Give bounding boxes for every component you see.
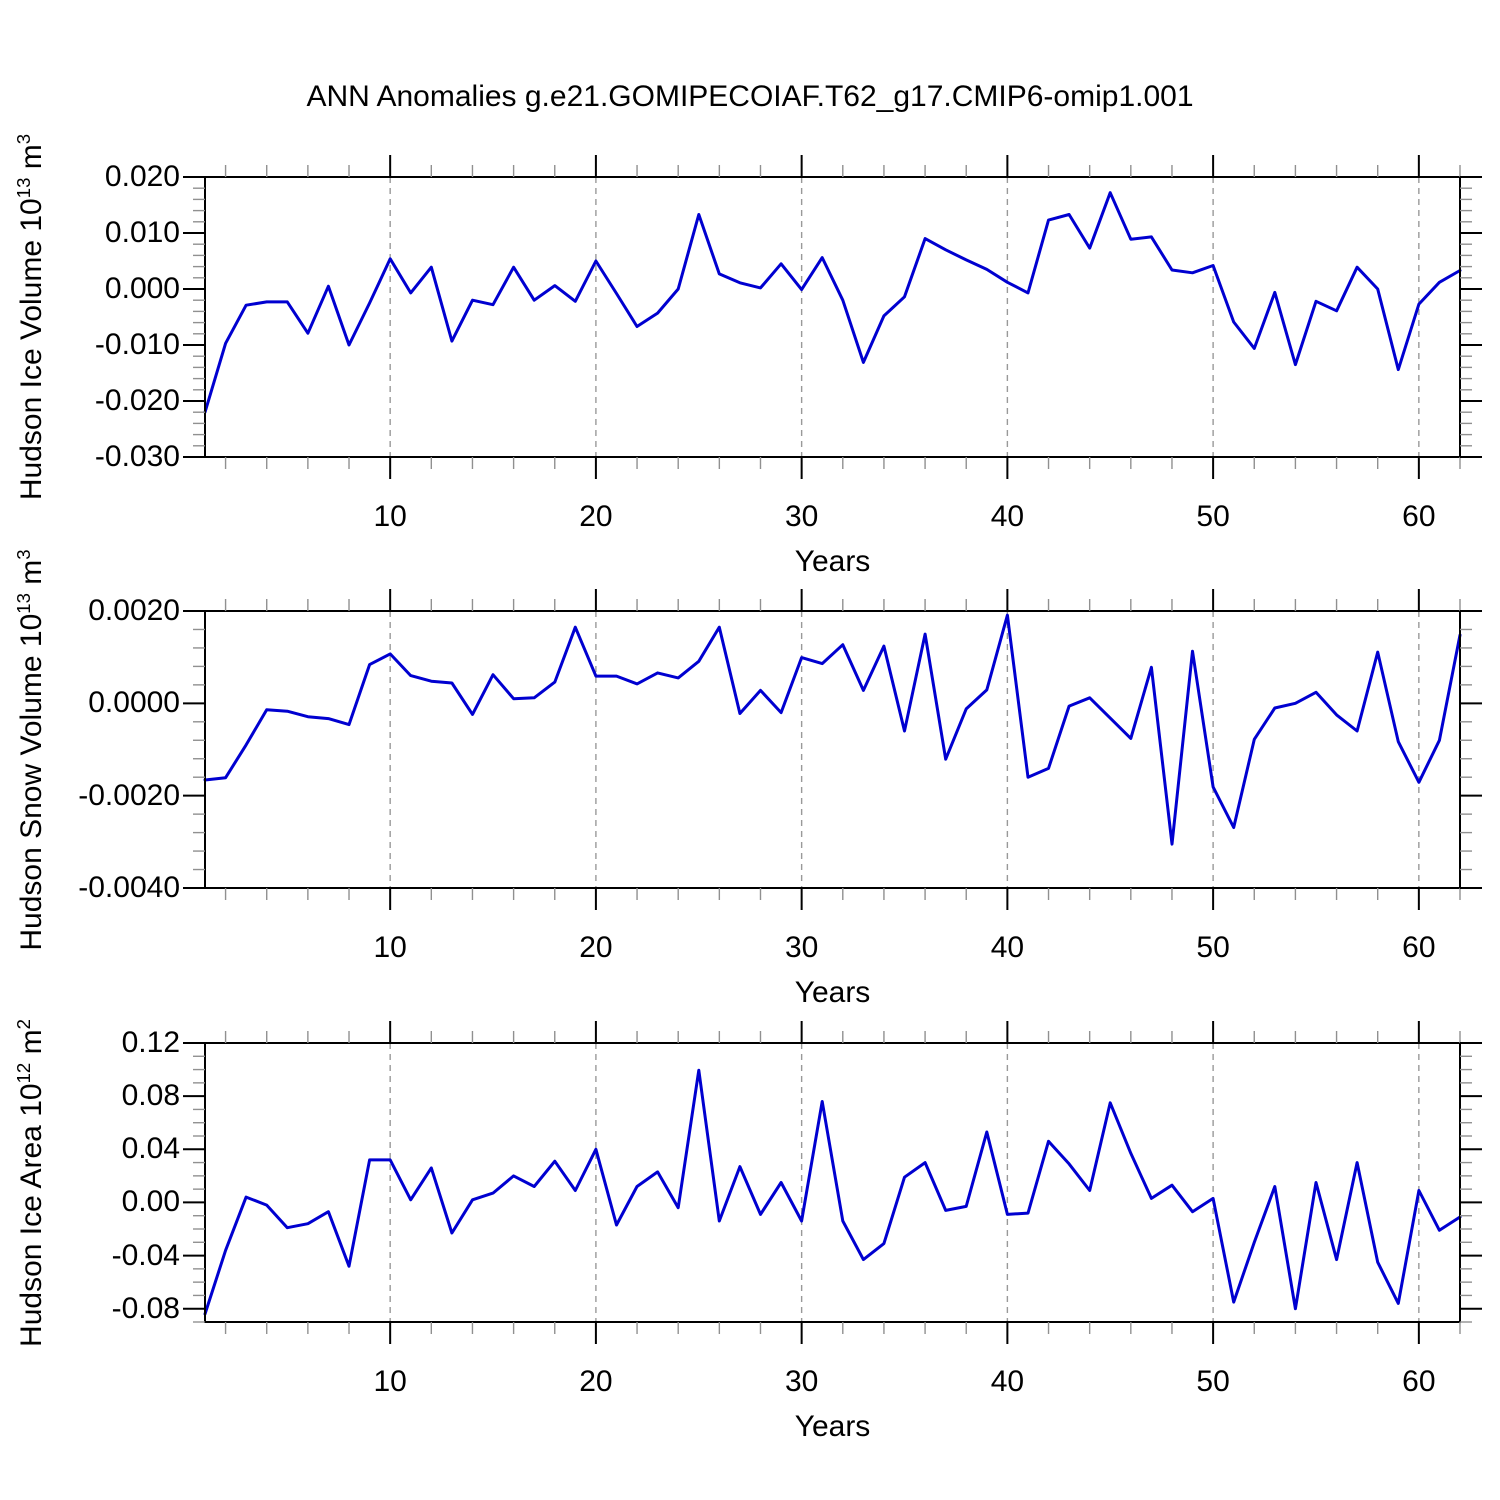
x-tick-label: 10	[373, 500, 407, 533]
plot-frame-hudson-snow-volume	[204, 610, 1461, 889]
y-axis-title-exponent: 12	[13, 1062, 34, 1083]
x-tick-label: 60	[1402, 931, 1436, 964]
x-axis-title: Years	[794, 545, 871, 578]
y-tick-label: -0.0020	[78, 778, 180, 812]
x-tick-label: 60	[1402, 500, 1436, 533]
y-tick-label: -0.010	[94, 328, 180, 361]
x-tick-label: 50	[1196, 1365, 1230, 1398]
y-tick-label: 0.020	[104, 160, 180, 193]
x-tick-label: 20	[579, 500, 613, 533]
y-tick-label: 0.010	[104, 216, 180, 249]
y-axis-title-exponent: 13	[13, 592, 34, 614]
plot-frame-hudson-ice-volume	[204, 176, 1461, 458]
y-tick-label: -0.04	[111, 1238, 180, 1272]
y-tick-label: 0.0000	[88, 686, 180, 720]
y-tick-label: -0.08	[111, 1291, 180, 1325]
x-tick-label: 40	[990, 931, 1025, 964]
series-line-hudson-ice-volume	[203, 191, 1462, 414]
y-tick-label: 0.00	[121, 1185, 180, 1219]
y-tick-label: 0.12	[121, 1026, 180, 1059]
y-axis-title-exponent: 3	[13, 133, 34, 145]
x-tick-label: 50	[1196, 500, 1230, 533]
x-tick-label: 30	[784, 931, 819, 964]
x-tick-label: 10	[373, 1365, 407, 1398]
x-tick-label: 20	[579, 931, 613, 964]
chart-title: ANN Anomalies g.e21.GOMIPECOIAF.T62_g17.…	[306, 80, 1194, 113]
x-tick-label: 20	[579, 1365, 613, 1398]
y-axis-title-hudson-ice-area: Hudson Ice Area 1012 m2	[12, 733, 52, 1500]
x-tick-label: 60	[1402, 1365, 1436, 1398]
y-tick-label: -0.030	[94, 440, 180, 473]
x-tick-label: 40	[990, 1365, 1025, 1398]
y-axis-title-exponent: 3	[13, 548, 34, 560]
x-tick-label: 50	[1196, 931, 1230, 964]
y-axis-title-text: m	[15, 144, 48, 178]
plot-frame-hudson-ice-area	[204, 1042, 1461, 1323]
y-axis-title-exponent: 2	[13, 1018, 34, 1029]
series-line-hudson-ice-area	[203, 1068, 1462, 1316]
x-tick-label: 30	[784, 1365, 819, 1398]
x-axis-title: Years	[794, 976, 871, 1009]
y-tick-label: 0.08	[121, 1079, 180, 1113]
x-tick-label: 40	[990, 500, 1025, 533]
y-tick-label: 0.000	[104, 272, 180, 305]
y-axis-title-text: m	[15, 559, 48, 593]
y-axis-title-exponent: 13	[13, 177, 34, 199]
y-tick-label: -0.0040	[78, 871, 180, 904]
series-line-hudson-snow-volume	[203, 613, 1462, 846]
y-axis-title-text: m	[15, 1028, 48, 1063]
y-axis-title-text: Hudson Ice Area 10	[15, 1082, 48, 1347]
x-axis-title: Years	[794, 1410, 871, 1443]
x-tick-label: 30	[784, 500, 819, 533]
y-tick-label: 0.04	[121, 1132, 180, 1166]
y-tick-label: -0.020	[94, 384, 180, 417]
y-tick-label: 0.0020	[88, 594, 180, 627]
x-tick-label: 10	[373, 931, 407, 964]
